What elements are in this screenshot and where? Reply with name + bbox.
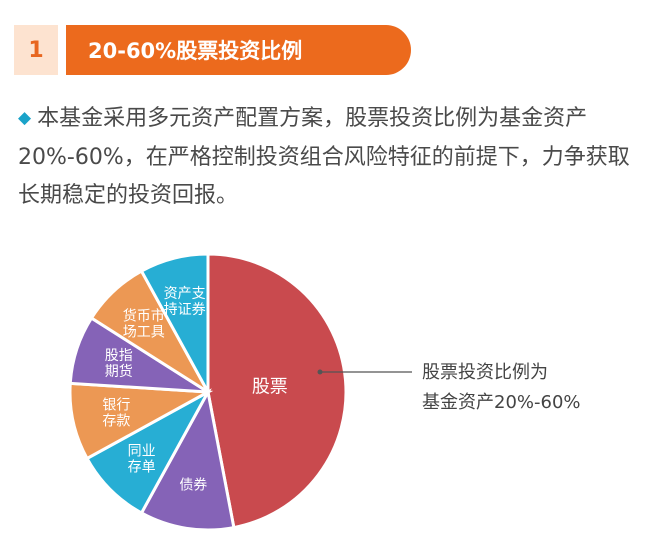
pie-slice-label-0: 股票 bbox=[252, 376, 288, 397]
diamond-icon: ◆ bbox=[18, 108, 32, 128]
description-body: 本基金采用多元资产配置方案，股票投资比例为基金资产20%-60%，在严格控制投资… bbox=[18, 106, 630, 208]
callout-label: 股票投资比例为 基金资产20%-60% bbox=[422, 358, 581, 418]
pie-slice-label-6: 资产支持证券 bbox=[164, 286, 206, 318]
pie-slice-label-3: 银行存款 bbox=[102, 397, 130, 429]
pie-slice-label-5: 货币市场工具 bbox=[123, 307, 165, 340]
pie-slice-0 bbox=[206, 252, 348, 530]
section-number: 1 bbox=[14, 25, 58, 75]
pie-slice-label-4: 股指期货 bbox=[105, 348, 133, 380]
section-title: 20-60%股票投资比例 bbox=[66, 25, 411, 75]
section-header: 1 20-60%股票投资比例 bbox=[14, 25, 411, 75]
pie-slice-6 bbox=[139, 252, 210, 393]
description-text: ◆ 本基金采用多元资产配置方案，股票投资比例为基金资产20%-60%，在严格控制投… bbox=[18, 100, 648, 215]
callout-line-2: 基金资产20%-60% bbox=[422, 392, 581, 413]
callout-line-1: 股票投资比例为 bbox=[422, 362, 548, 383]
pie-slice-label-2: 同业存单 bbox=[128, 443, 156, 475]
pie-slice-label-1: 债券 bbox=[179, 478, 207, 494]
pie-slice-1 bbox=[139, 387, 236, 532]
